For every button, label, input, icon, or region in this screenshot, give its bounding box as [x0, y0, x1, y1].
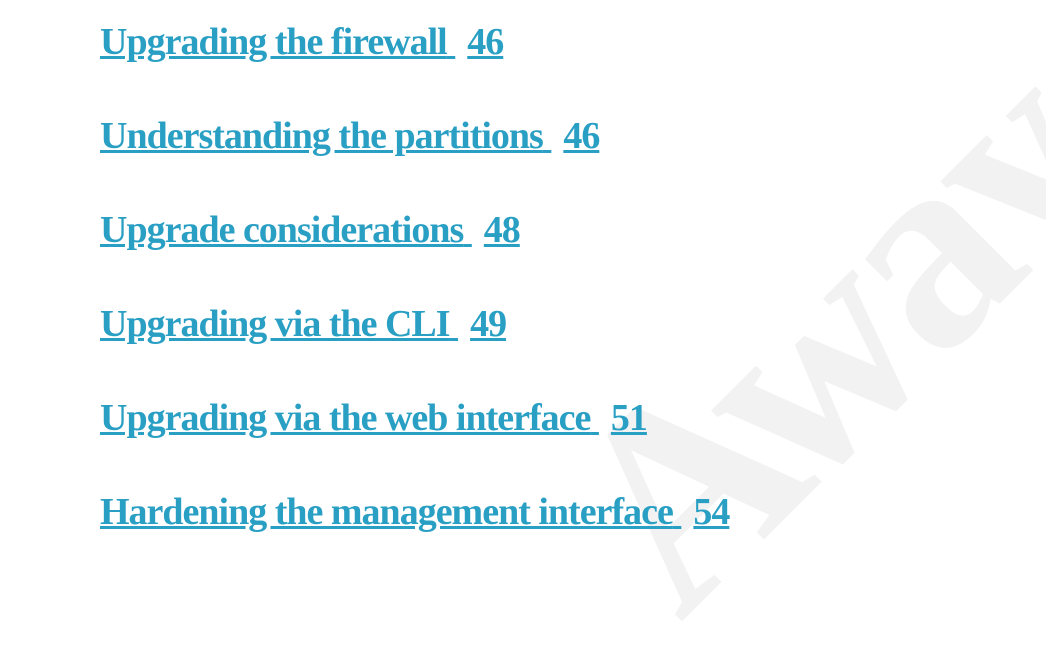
toc-title: Upgrading via the web interface	[100, 397, 590, 439]
toc-title: Understanding the partitions	[100, 115, 543, 157]
toc-link-upgrading-web[interactable]: Upgrading via the web interface 51	[100, 396, 1046, 440]
toc-page-number: 54	[693, 491, 729, 533]
table-of-contents: Upgrading the firewall 46 Understanding …	[0, 0, 1046, 534]
toc-page-number: 46	[563, 115, 599, 157]
toc-link-upgrade-considerations[interactable]: Upgrade considerations 48	[100, 208, 1046, 252]
toc-page-number: 49	[470, 303, 506, 345]
toc-link-upgrading-cli[interactable]: Upgrading via the CLI 49	[100, 302, 1046, 346]
toc-link-hardening-management[interactable]: Hardening the management interface 54	[100, 490, 1046, 534]
toc-title: Hardening the management interface	[100, 491, 673, 533]
toc-page-number: 46	[467, 21, 503, 63]
toc-link-upgrading-firewall[interactable]: Upgrading the firewall 46	[100, 20, 1046, 64]
toc-link-understanding-partitions[interactable]: Understanding the partitions 46	[100, 114, 1046, 158]
toc-title: Upgrading the firewall	[100, 21, 447, 63]
toc-page-number: 51	[611, 397, 647, 439]
toc-title: Upgrading via the CLI	[100, 303, 450, 345]
toc-title: Upgrade considerations	[100, 209, 463, 251]
toc-page-number: 48	[484, 209, 520, 251]
